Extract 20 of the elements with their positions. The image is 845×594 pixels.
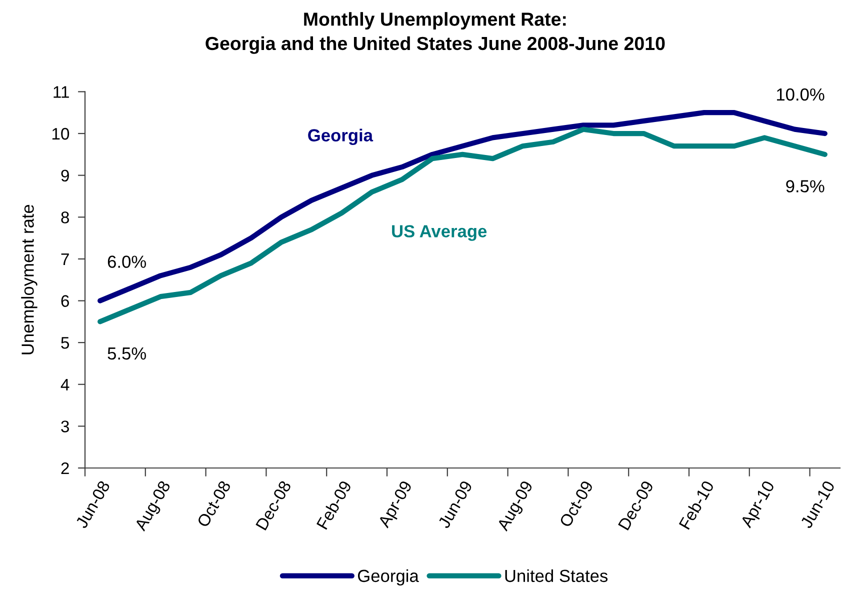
legend-label: United States [505,569,608,582]
data-label: 10.0% [777,88,824,101]
y-tick-label: 8 [61,212,69,224]
data-label: 6.0% [108,256,146,268]
y-tick-label: 7 [61,254,69,265]
y-tick-label: 6 [61,295,69,307]
y-tick-label: 2 [61,462,69,474]
y-axis-title: Unemployment rate [21,204,38,354]
y-tick-label: 9 [61,170,69,182]
legend-label: Georgia [358,569,419,586]
annotation: US Average [392,225,487,241]
data-label: 5.5% [108,347,146,360]
y-tick-label: 11 [54,86,69,98]
chart-title: Monthly Unemployment Rate: Georgia and the United States June 2008-June 2010 [206,12,665,54]
data-label: 9.5% [786,180,824,192]
y-tick-label: 4 [60,378,70,390]
y-tick-label: 10 [52,128,70,140]
y-tick-label: 3 [61,420,69,432]
annotation: Georgia [308,128,374,145]
y-tick-label: 5 [61,337,70,349]
